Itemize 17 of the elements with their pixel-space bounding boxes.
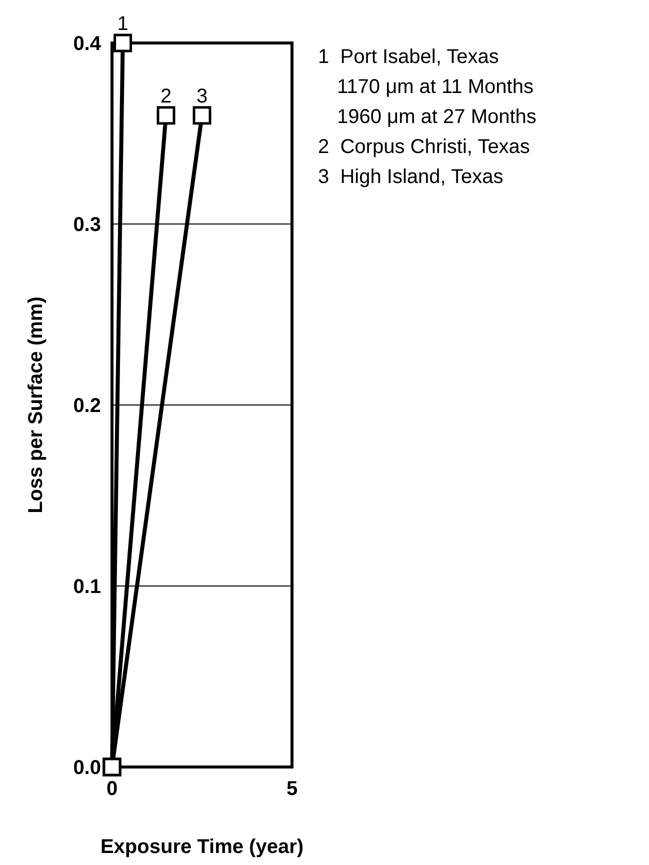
- text: 1960 μm at 27 Months: [337, 106, 536, 128]
- y-tick-label: 0.4: [73, 33, 102, 55]
- y-tick-label: 0.1: [73, 576, 101, 598]
- x-tick-label: 0: [106, 778, 118, 800]
- series-label: 1: [117, 13, 128, 35]
- series-label: 3: [196, 85, 208, 108]
- y-tick-label: 0.2: [73, 395, 101, 417]
- x-axis-title: Exposure Time (year): [100, 836, 304, 858]
- text: 3 High Island, Texas: [318, 166, 504, 188]
- x-tick-label: 5: [286, 778, 298, 800]
- text: 1170 μm at 11 Months: [337, 76, 534, 98]
- y-tick-label: 0.3: [73, 214, 101, 236]
- text: 2 Corpus Christi, Texas: [318, 136, 530, 158]
- text: 1 Port Isabel, Texas: [318, 46, 499, 68]
- series-label: 2: [160, 85, 172, 108]
- y-tick-label: 0.0: [73, 757, 101, 779]
- y-axis-title: Loss per Surface (mm): [25, 296, 47, 514]
